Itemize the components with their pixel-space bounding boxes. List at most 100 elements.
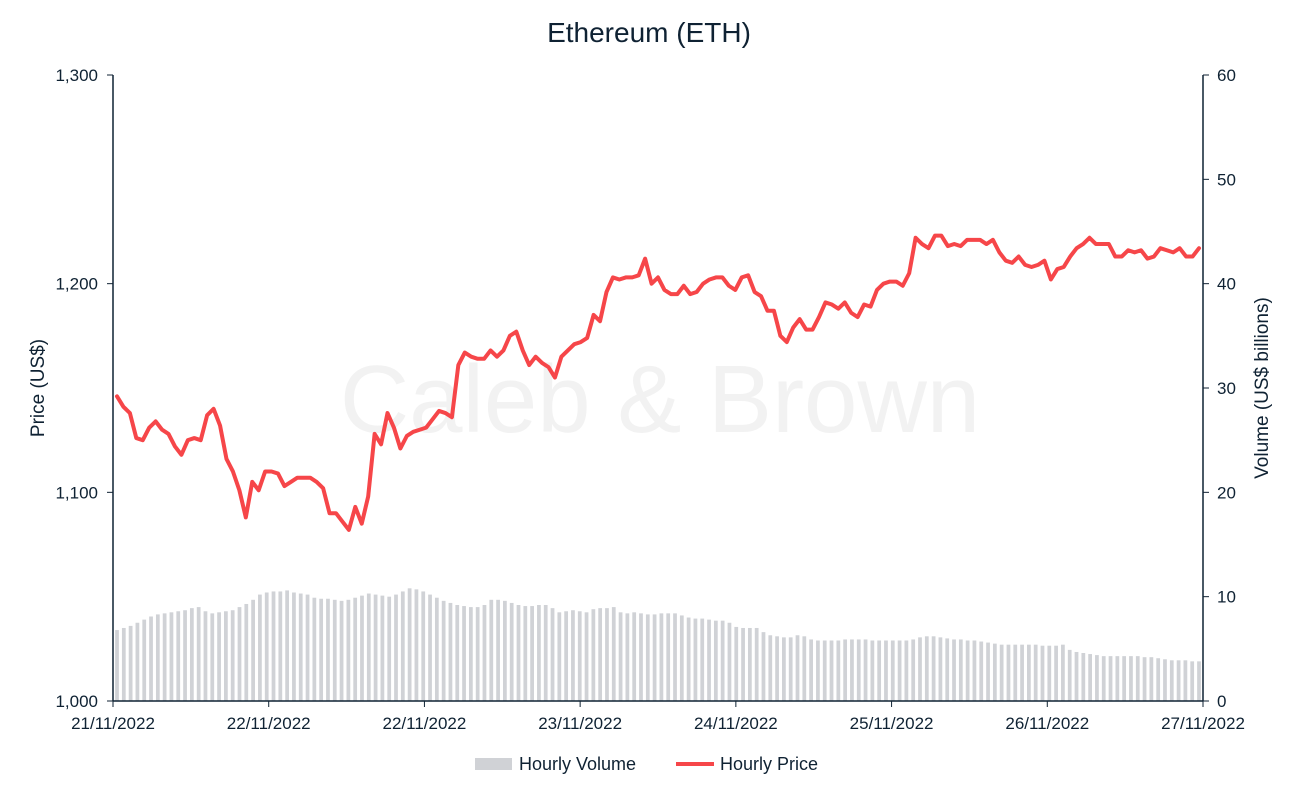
volume-bar xyxy=(992,643,997,701)
volume-bar xyxy=(1047,645,1052,701)
volume-bar xyxy=(1149,657,1154,701)
volume-bar xyxy=(135,622,140,701)
volume-bar xyxy=(836,640,841,701)
volume-bar xyxy=(468,607,473,701)
volume-bar xyxy=(639,613,643,701)
volume-bar xyxy=(183,610,187,701)
right-tick-label: 10 xyxy=(1217,588,1236,607)
volume-bar xyxy=(360,595,364,701)
volume-bar xyxy=(979,641,984,701)
volume-bar xyxy=(537,605,541,701)
volume-bar xyxy=(264,592,269,701)
volume-bar xyxy=(924,636,929,701)
volume-bar xyxy=(720,620,725,701)
volume-bar xyxy=(1095,655,1099,701)
left-axis-label: Price (US$) xyxy=(28,339,49,437)
volume-bar xyxy=(1074,651,1079,701)
volume-bar xyxy=(1122,656,1127,701)
volume-bar xyxy=(380,595,385,701)
volume-bar xyxy=(673,613,677,701)
x-tick-label: 21/11/2022 xyxy=(71,714,155,733)
volume-bar xyxy=(1040,645,1045,701)
volume-bar xyxy=(986,642,990,701)
volume-bar xyxy=(897,640,902,701)
right-tick-label: 20 xyxy=(1217,483,1236,502)
volume-bar xyxy=(203,611,208,701)
volume-bar xyxy=(509,602,514,701)
volume-bar xyxy=(319,598,324,701)
volume-bar xyxy=(618,612,623,701)
volume-bar xyxy=(816,640,820,701)
volume-bar xyxy=(407,588,412,701)
volume-bar xyxy=(251,599,255,701)
volume-bar xyxy=(856,639,861,701)
volume-bar xyxy=(945,638,950,701)
right-tick-label: 0 xyxy=(1217,692,1226,711)
left-tick-label: 1,300 xyxy=(55,66,98,85)
volume-bar xyxy=(938,637,943,701)
volume-bar xyxy=(169,612,174,701)
volume-bar xyxy=(1156,658,1161,701)
volume-bar xyxy=(441,600,446,701)
volume-bar xyxy=(666,613,671,701)
volume-bar xyxy=(482,605,487,701)
volume-bar xyxy=(747,627,752,701)
volume-bar xyxy=(285,590,289,701)
volume-bar xyxy=(870,640,875,701)
volume-bar xyxy=(196,607,201,701)
volume-bar xyxy=(346,599,351,701)
volume-bar xyxy=(829,640,834,701)
volume-bar xyxy=(822,640,827,701)
volume-bar xyxy=(645,614,650,701)
volume-bar xyxy=(244,603,249,701)
volume-bar xyxy=(802,636,807,701)
volume-bar xyxy=(768,635,773,701)
volume-bar xyxy=(258,594,262,701)
volume-bar xyxy=(605,608,609,701)
volume-bar xyxy=(999,644,1004,701)
volume-bar xyxy=(387,596,392,701)
volume-bar xyxy=(795,635,800,701)
legend-volume-swatch xyxy=(475,758,512,770)
volume-bar xyxy=(700,618,705,701)
left-tick-label: 1,100 xyxy=(55,483,98,502)
volume-bar xyxy=(571,610,575,701)
volume-bar xyxy=(1129,656,1133,701)
volume-bar xyxy=(339,600,344,701)
volume-bar xyxy=(591,609,596,701)
volume-bar xyxy=(230,610,235,701)
volume-bar xyxy=(271,591,276,701)
volume-bar xyxy=(1183,660,1188,701)
volume-bar xyxy=(1135,656,1140,701)
x-tick-label: 25/11/2022 xyxy=(850,714,934,733)
volume-bar xyxy=(305,594,310,701)
volume-bar xyxy=(176,611,181,701)
volume-bar xyxy=(734,626,739,701)
volume-bar xyxy=(843,639,848,701)
volume-bar xyxy=(550,608,555,701)
volume-bar xyxy=(972,640,977,701)
legend-price-label: Hourly Price xyxy=(720,754,818,774)
volume-bar xyxy=(326,598,330,701)
volume-bar xyxy=(332,599,337,701)
volume-bar xyxy=(1169,660,1174,701)
right-axis-ticks: 0 10 20 30 40 50 60 xyxy=(1203,66,1236,711)
x-tick-label: 26/11/2022 xyxy=(1005,714,1089,733)
x-tick-label: 22/11/2022 xyxy=(383,714,467,733)
volume-bar xyxy=(523,606,528,701)
volume-bar xyxy=(1190,661,1195,701)
volume-bar xyxy=(788,637,793,701)
watermark: Caleb & Brown xyxy=(340,346,980,453)
volume-bar xyxy=(564,611,569,701)
volume-bar xyxy=(659,613,664,701)
volume-bar xyxy=(1088,654,1092,701)
volume-bar xyxy=(353,597,358,701)
left-tick-label: 1,000 xyxy=(55,692,98,711)
volume-bar xyxy=(530,606,534,701)
volume-bar xyxy=(489,599,494,701)
right-axis-label: Volume (US$ billions) xyxy=(1252,297,1273,479)
volume-bar xyxy=(761,632,766,701)
volume-bar xyxy=(237,607,242,701)
volume-bar xyxy=(1013,644,1018,701)
volume-bar xyxy=(155,614,160,701)
